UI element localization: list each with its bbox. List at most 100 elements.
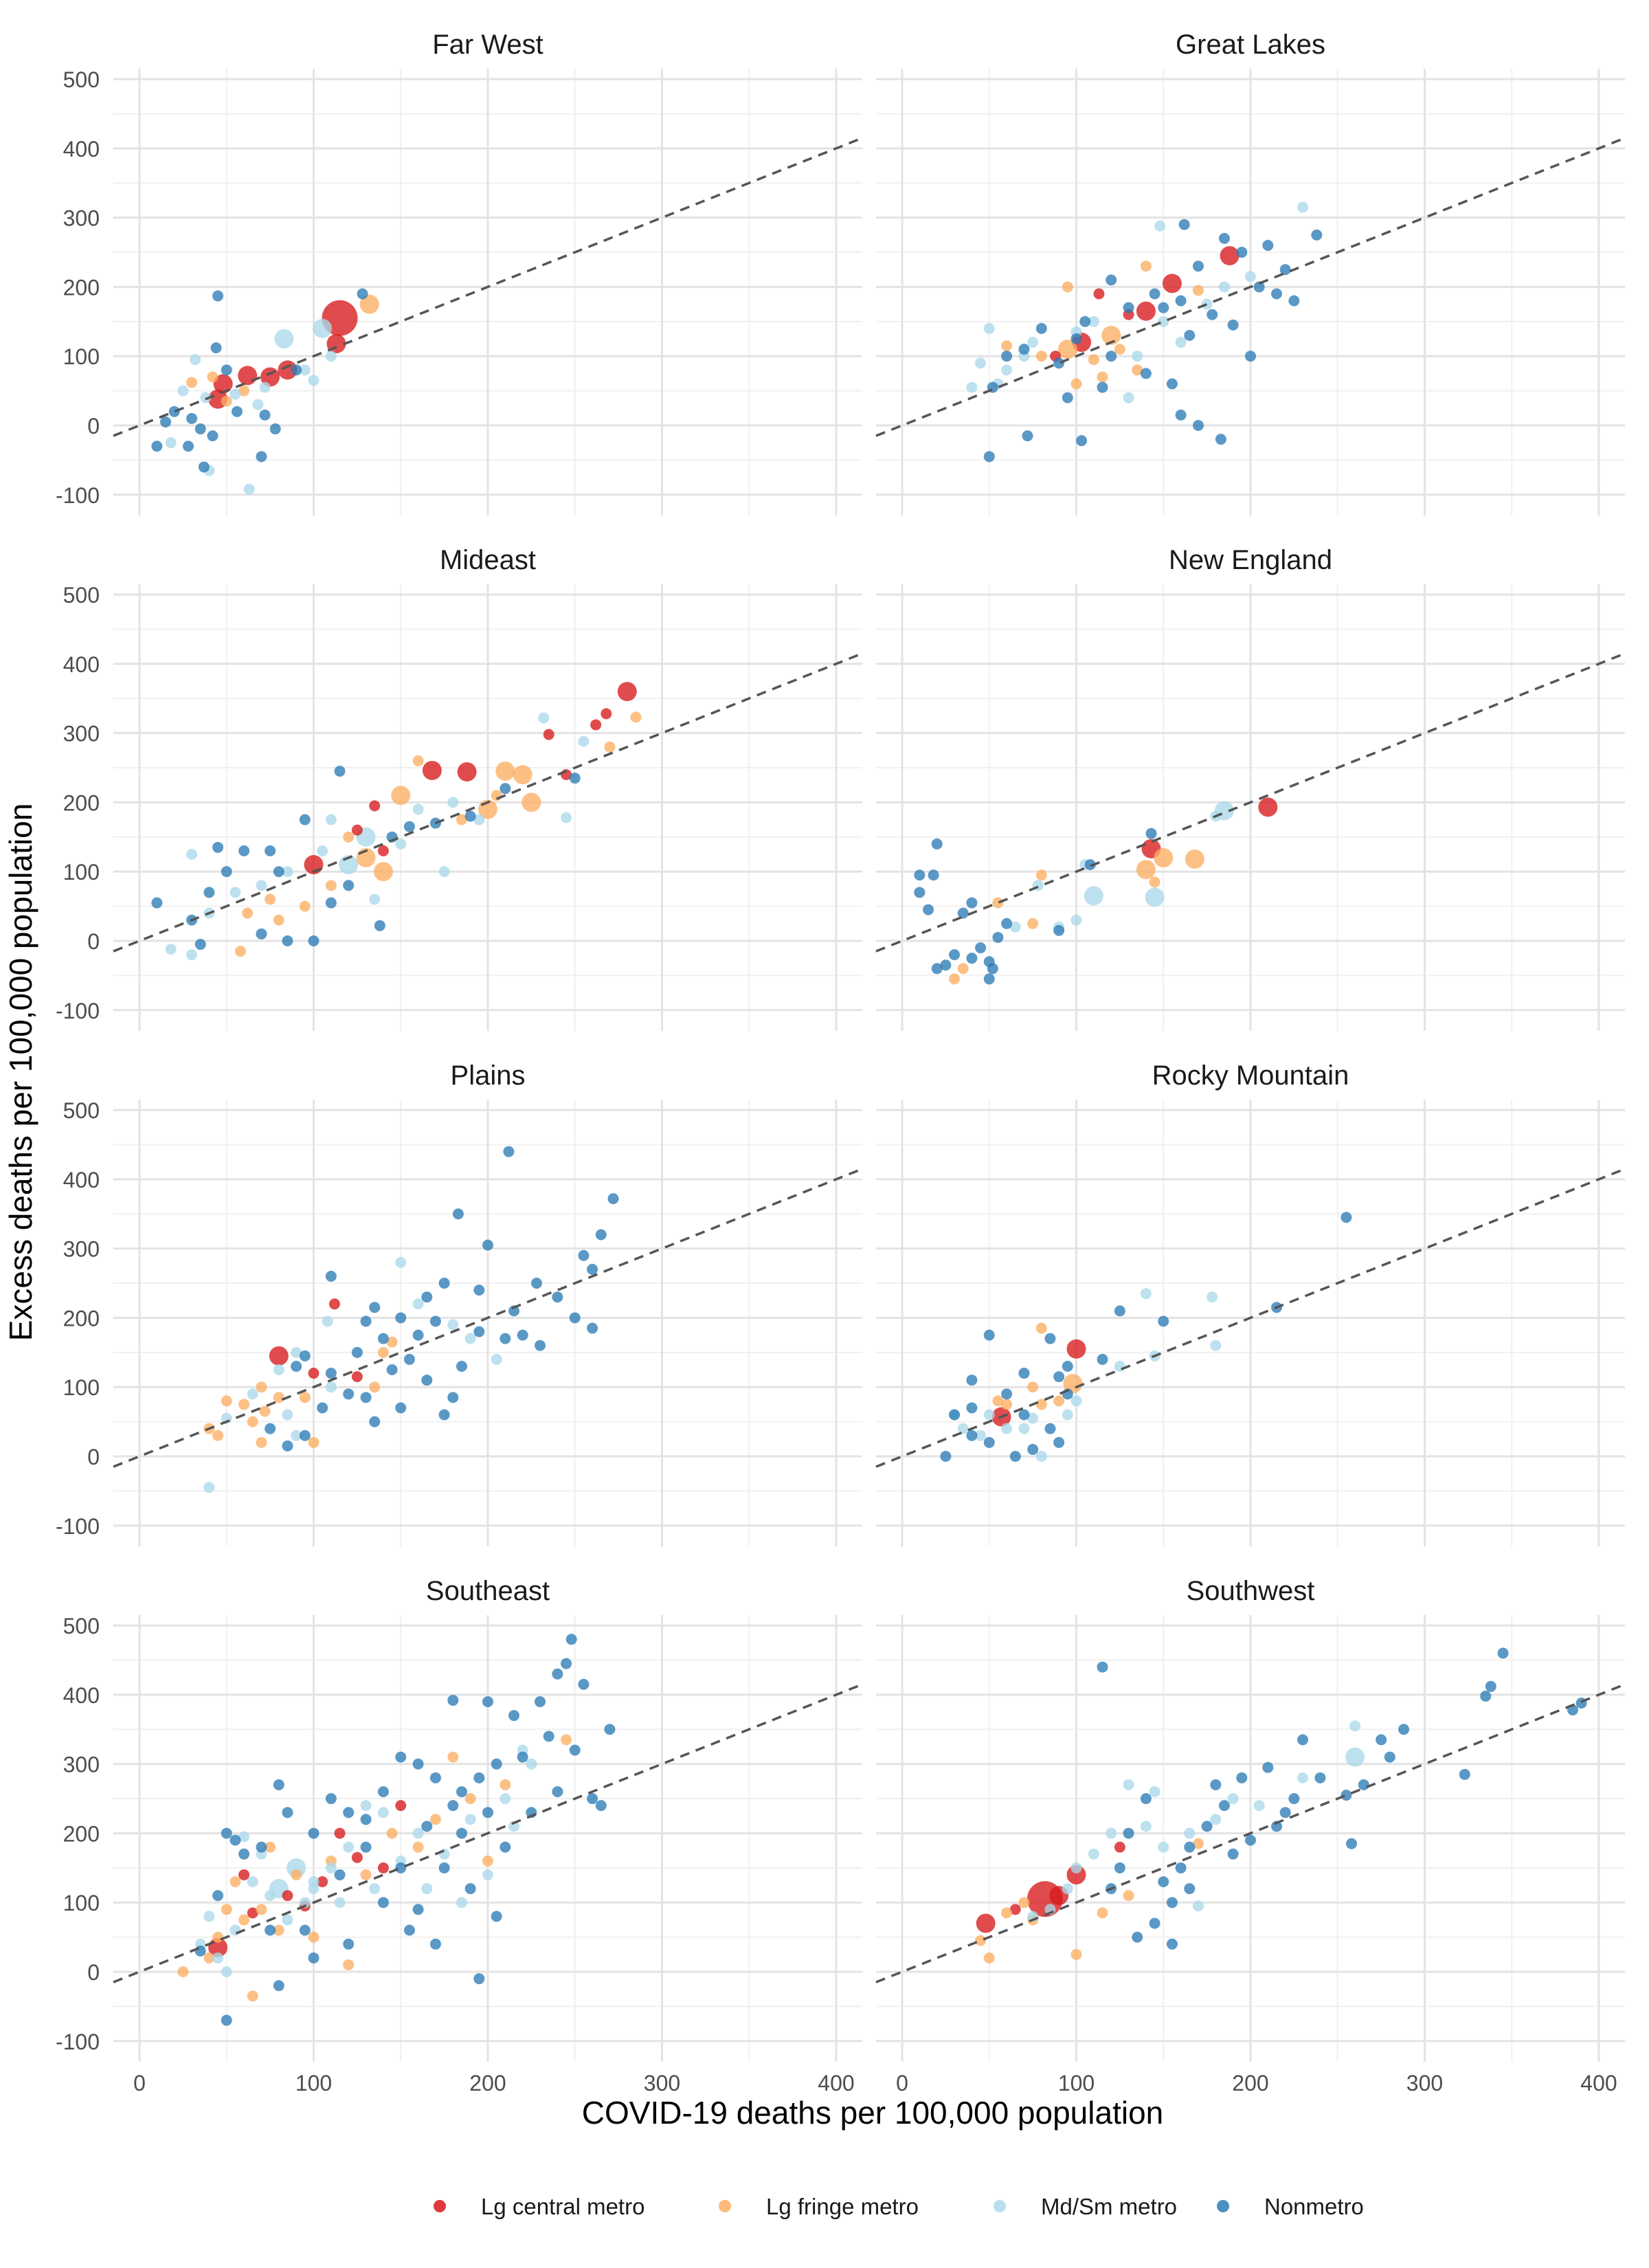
data-point [1218, 232, 1230, 244]
data-point [282, 1440, 293, 1452]
data-point [452, 1208, 464, 1220]
data-point [265, 893, 276, 905]
data-point [1093, 288, 1105, 300]
data-point [1340, 1212, 1352, 1223]
panel-title: Great Lakes [1176, 30, 1325, 60]
data-point [299, 1897, 311, 1909]
data-point [1175, 295, 1187, 307]
data-point [256, 880, 267, 891]
data-point [1497, 1647, 1509, 1659]
data-point [308, 1827, 319, 1839]
data-point [491, 1911, 502, 1922]
y-tick-label: 100 [63, 1375, 100, 1400]
data-point [604, 741, 616, 753]
data-point [1262, 1761, 1274, 1773]
data-point [473, 1973, 485, 1985]
data-point [1001, 918, 1013, 929]
data-point [203, 1952, 215, 1964]
data-point [1009, 1450, 1021, 1462]
data-point [966, 953, 978, 964]
data-point [359, 294, 379, 314]
data-point [229, 1876, 241, 1887]
data-point [1485, 1680, 1496, 1692]
data-point [1035, 1322, 1047, 1334]
data-point [456, 1360, 467, 1372]
y-tick-label: 400 [63, 1168, 100, 1192]
data-point [369, 1416, 381, 1427]
data-point [186, 949, 198, 961]
panel: Southeast -100 0 100 200 300 400 500 0 100 200 300 4… [56, 1576, 863, 2095]
data-point [1253, 1800, 1265, 1812]
data-point [1001, 1907, 1013, 1919]
panel: Great Lakes [875, 30, 1626, 515]
data-point [238, 845, 250, 856]
data-point [238, 1848, 250, 1860]
data-point [377, 1333, 389, 1344]
data-point [256, 1436, 267, 1448]
x-tick-label: 300 [644, 2071, 680, 2095]
data-point [265, 1924, 276, 1936]
data-point [1245, 1834, 1256, 1846]
y-tick-label: 300 [63, 1237, 100, 1262]
data-point [526, 1758, 537, 1770]
data-point [538, 712, 550, 724]
data-point [561, 1658, 572, 1669]
data-point [1346, 1838, 1358, 1849]
data-point [1149, 876, 1160, 888]
data-point [438, 1409, 450, 1421]
data-point [369, 893, 381, 905]
data-point [983, 1409, 995, 1421]
data-point [1035, 1399, 1047, 1410]
data-point [1220, 246, 1239, 266]
y-tick-label: 400 [63, 1683, 100, 1708]
data-point [291, 364, 302, 376]
reference-line [113, 1168, 863, 1468]
data-point [535, 1339, 546, 1351]
data-point [238, 1869, 250, 1880]
data-point [438, 866, 450, 878]
data-point [508, 1710, 520, 1722]
panel: Southwest 0 100 200 300 400 [875, 1576, 1626, 2095]
data-point [447, 1319, 459, 1331]
data-point [508, 1821, 520, 1832]
data-point [1185, 849, 1204, 869]
data-point [308, 1436, 319, 1448]
data-point [317, 1876, 328, 1887]
data-point [1123, 392, 1134, 403]
data-point [238, 366, 258, 386]
panel-title: Southwest [1187, 1576, 1315, 1606]
data-point [491, 1353, 502, 1365]
data-point [207, 430, 218, 442]
data-point [221, 1827, 232, 1839]
data-point [1271, 1821, 1283, 1832]
data-point [183, 441, 194, 452]
data-point [395, 1862, 407, 1874]
data-point [265, 1890, 276, 1902]
data-point [412, 1298, 424, 1310]
reference-line [875, 652, 1626, 953]
data-point [235, 946, 247, 957]
data-point [1262, 239, 1274, 251]
data-point [247, 1388, 258, 1400]
data-point [203, 887, 215, 898]
legend-item: Md/Sm metro [994, 2194, 1177, 2219]
data-point [565, 1634, 577, 1645]
data-point [1035, 1450, 1047, 1462]
data-point [221, 866, 232, 878]
data-point [212, 1952, 224, 1964]
data-point [1057, 340, 1077, 359]
data-point [1136, 860, 1156, 880]
data-point [1358, 1779, 1369, 1790]
data-point [1079, 315, 1091, 327]
legend: Lg central metro Lg fringe metro Md/Sm met… [434, 2194, 1364, 2219]
data-point [325, 1862, 337, 1874]
data-point [1044, 1423, 1056, 1434]
data-point [291, 1360, 302, 1372]
data-point [587, 1263, 598, 1275]
data-point [1123, 1827, 1134, 1839]
data-point [987, 963, 998, 975]
data-point [1218, 281, 1230, 293]
data-point [256, 451, 267, 463]
data-point [491, 790, 502, 801]
